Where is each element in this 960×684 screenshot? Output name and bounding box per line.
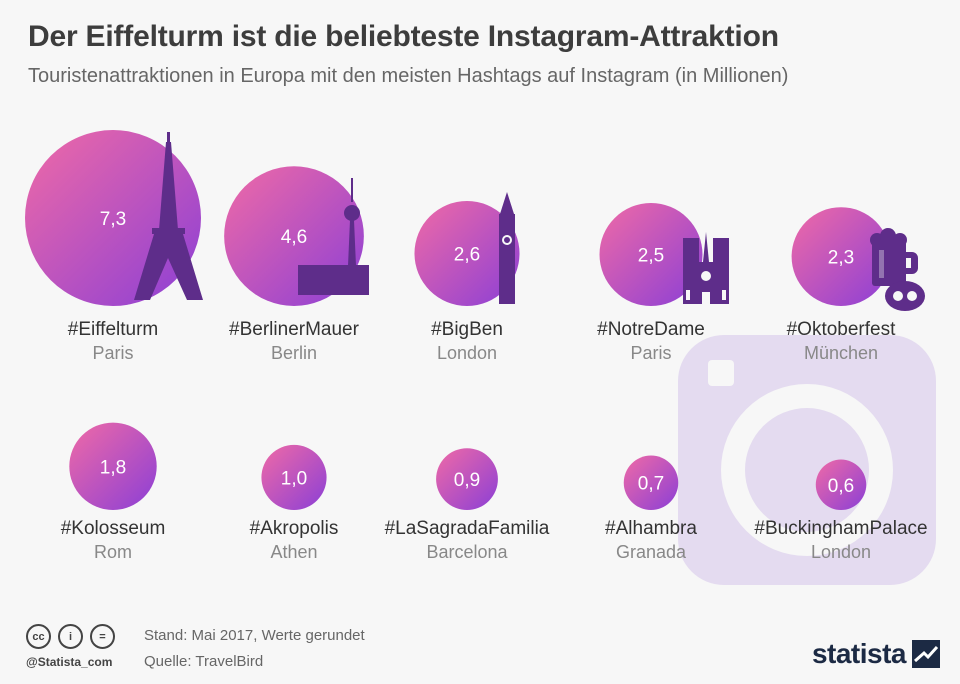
value-label: 0,9 bbox=[454, 470, 480, 491]
value-label: 2,3 bbox=[828, 248, 854, 269]
nd-icon: = bbox=[90, 624, 115, 649]
data-note: Stand: Mai 2017, Werte gerundet bbox=[144, 627, 365, 644]
bubble-kolosseum bbox=[69, 422, 157, 510]
value-label: 2,6 bbox=[454, 244, 480, 265]
bubble-buckinghampalace bbox=[815, 459, 867, 510]
city-label: Rom bbox=[94, 542, 132, 562]
city-label: Paris bbox=[92, 343, 133, 363]
hashtag-label: #BigBen bbox=[431, 319, 503, 340]
hashtag-label: #Eiffelturm bbox=[68, 319, 158, 340]
hashtag-label: #Alhambra bbox=[605, 518, 697, 539]
instagram-watermark-icon bbox=[678, 335, 936, 585]
chart-title: Der Eiffelturm ist die beliebteste Insta… bbox=[28, 20, 779, 53]
hashtag-label: #BerlinerMauer bbox=[229, 319, 360, 340]
statista-handle[interactable]: @Statista_com bbox=[26, 655, 113, 669]
city-label: Athen bbox=[270, 542, 317, 562]
city-label: Berlin bbox=[271, 343, 317, 363]
hashtag-label: #NotreDame bbox=[597, 319, 705, 340]
bubble-notredame bbox=[599, 203, 703, 306]
cc-icon: cc bbox=[26, 624, 51, 649]
bubble-oktoberfest bbox=[791, 207, 891, 306]
statista-mark-icon bbox=[912, 640, 940, 668]
hashtag-label: #LaSagradaFamilia bbox=[385, 518, 550, 539]
city-label: Paris bbox=[630, 343, 671, 363]
value-label: 7,3 bbox=[100, 209, 126, 230]
value-label: 1,0 bbox=[281, 468, 307, 489]
hashtag-label: #BuckinghamPalace bbox=[754, 518, 927, 539]
hashtag-label: #Kolosseum bbox=[61, 518, 166, 539]
hashtag-label: #Oktoberfest bbox=[787, 319, 896, 340]
value-label: 2,5 bbox=[638, 246, 664, 267]
tv-tower-wall-icon bbox=[298, 178, 369, 295]
value-label: 1,8 bbox=[100, 457, 126, 478]
hashtag-label: #Akropolis bbox=[250, 518, 339, 539]
value-label: 0,6 bbox=[828, 476, 854, 497]
by-icon: i bbox=[58, 624, 83, 649]
bubble-alhambra bbox=[623, 455, 679, 510]
beer-pretzel-icon bbox=[870, 228, 925, 311]
source-note: Quelle: TravelBird bbox=[144, 653, 264, 670]
bubble-bigben bbox=[414, 200, 520, 306]
license-icons: cc i = bbox=[26, 624, 115, 649]
value-label: 0,7 bbox=[638, 474, 664, 495]
bubble-lasagradafamilia bbox=[436, 448, 498, 510]
city-label: London bbox=[437, 343, 497, 363]
city-label: Barcelona bbox=[426, 542, 508, 562]
city-label: Granada bbox=[616, 542, 687, 562]
bubble-akropolis bbox=[261, 444, 327, 511]
big-ben-icon bbox=[499, 192, 515, 304]
eiffel-tower-icon bbox=[134, 132, 203, 300]
city-label: München bbox=[804, 343, 878, 363]
brand-name: statista bbox=[811, 638, 907, 669]
statista-logo[interactable]: statista bbox=[812, 638, 940, 670]
notre-dame-icon bbox=[683, 232, 729, 304]
city-label: London bbox=[811, 542, 871, 562]
chart-subtitle: Touristenattraktionen in Europa mit den … bbox=[28, 65, 789, 87]
value-label: 4,6 bbox=[281, 227, 307, 248]
